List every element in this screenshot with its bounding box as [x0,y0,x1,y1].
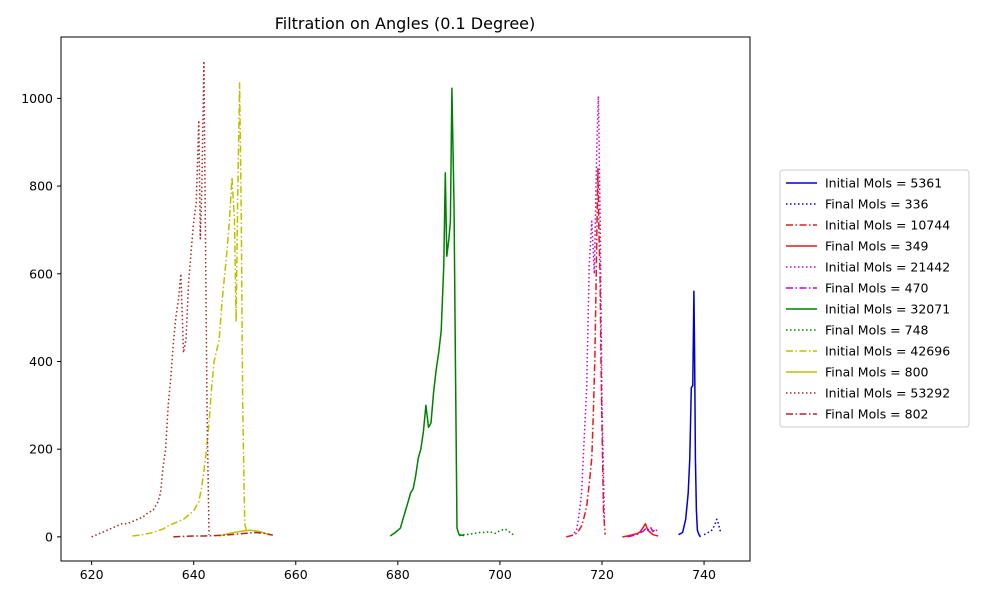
legend-entry: Final Mols = 349 [786,239,929,254]
legend-label: Initial Mols = 10744 [825,218,950,233]
y-axis: 0 200 400 600 800 1000 [21,91,61,544]
plot-frame [60,36,751,562]
series-line-2 [703,518,722,536]
legend-label: Final Mols = 800 [825,365,929,380]
y-tick-label: 600 [29,266,53,281]
x-tick-label: 620 [80,567,104,582]
series-line-12 [173,531,273,538]
y-tick-label: 0 [45,529,53,544]
legend-label: Initial Mols = 32071 [825,302,950,317]
chart-title: Filtration on Angles (0.1 Degree) [275,14,536,33]
plot-area [91,60,722,538]
legend-label: Final Mols = 748 [825,323,929,338]
legend-label: Final Mols = 802 [825,407,928,422]
x-tick-label: 680 [386,567,410,582]
x-tick-label: 700 [488,567,512,582]
y-tick-label: 400 [29,354,53,369]
series-line-8 [458,528,516,537]
series-line-10 [219,529,271,537]
legend-entry: Initial Mols = 5361 [786,176,942,191]
legend-entry: Initial Mols = 21442 [786,260,950,275]
y-tick-label: 200 [29,442,53,457]
series-line-7 [389,87,465,537]
legend-label: Initial Mols = 53292 [825,386,950,401]
legend-label: Initial Mols = 42696 [825,344,950,359]
legend: Initial Mols = 5361 Final Mols = 336 Initi… [779,169,970,428]
legend-entry: Initial Mols = 42696 [786,344,950,359]
y-tick-label: 800 [29,179,53,194]
legend-frame [779,169,970,428]
series-line-3 [566,167,606,538]
legend-entry: Final Mols = 470 [786,281,929,296]
x-tick-label: 640 [182,567,206,582]
x-tick-label: 660 [284,567,308,582]
legend-entry: Final Mols = 802 [786,407,928,422]
series-line-1 [678,290,702,538]
legend-label: Initial Mols = 5361 [825,176,942,191]
series-line-9 [132,82,249,537]
legend-entry: Final Mols = 748 [786,323,929,338]
x-tick-label: 740 [692,567,716,582]
series-line-4 [622,522,659,538]
legend-label: Initial Mols = 21442 [825,260,950,275]
x-axis: 620 640 660 680 700 720 740 [80,561,716,582]
legend-entry: Initial Mols = 32071 [786,302,950,317]
legend-label: Final Mols = 470 [825,281,929,296]
legend-label: Final Mols = 349 [825,239,929,254]
legend-entry: Initial Mols = 10744 [786,218,950,233]
series-line-5 [570,95,606,537]
legend-label: Final Mols = 336 [825,197,929,212]
series-line-11 [91,60,210,538]
legend-entry: Final Mols = 336 [786,197,929,212]
y-tick-label: 1000 [21,91,53,106]
series-line-6 [627,526,659,538]
legend-entry: Final Mols = 800 [786,365,929,380]
legend-entry: Initial Mols = 53292 [786,386,950,401]
x-tick-label: 720 [590,567,614,582]
